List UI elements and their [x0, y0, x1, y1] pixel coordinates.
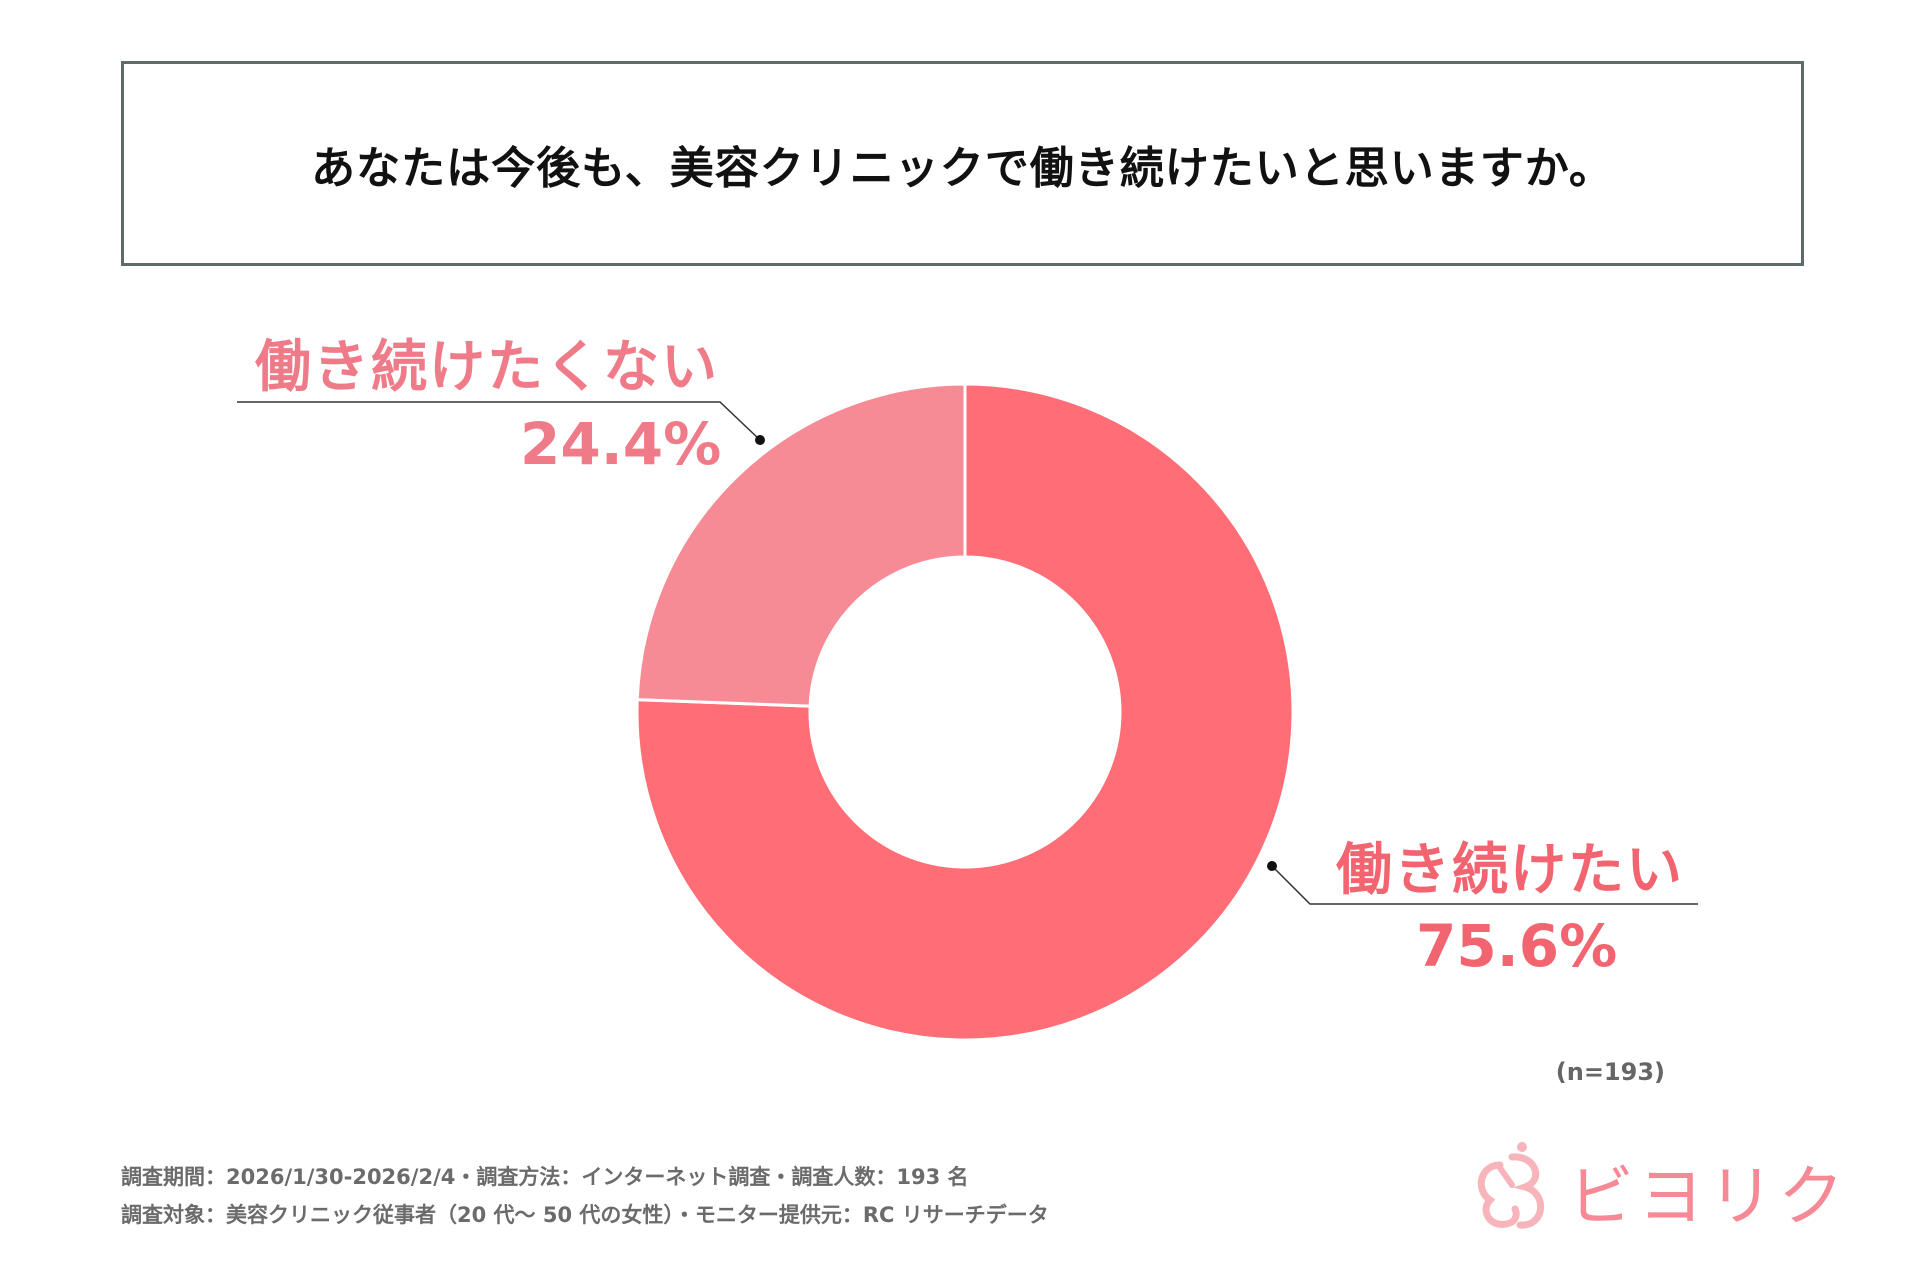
leader-line-continue-dot [1267, 861, 1277, 871]
leader-line-not-continue [237, 401, 761, 441]
survey-footer: 調査期間：2026/1/30-2026/2/4・調査方法：インターネット調査・調… [121, 1158, 1049, 1234]
donut-slice-1 [635, 382, 967, 708]
slice-label-continue: 働き続けたい [1336, 838, 1684, 903]
leader-line-not-continue-dot [755, 435, 765, 445]
logo-text: ビヨリク [1568, 1158, 1848, 1235]
slice-value-not-continue: 24.4% [520, 410, 722, 478]
leader-line-continue [1271, 865, 1698, 905]
footer-line-1: 調査期間：2026/1/30-2026/2/4・調査方法：インターネット調査・調… [121, 1165, 969, 1189]
slice-value-continue: 75.6% [1416, 912, 1618, 980]
title-box: あなたは今後も、美容クリニックで働き続けたいと思いますか。 [121, 61, 1804, 266]
sample-size: (n=193) [1555, 1058, 1665, 1086]
logo-mark-icon [1477, 1142, 1544, 1229]
footer-line-2: 調査対象：美容クリニック従事者（20 代～ 50 代の女性）・モニター提供元：R… [121, 1203, 1049, 1227]
donut-slice-0 [635, 382, 1295, 1042]
chart-title: あなたは今後も、美容クリニックで働き続けたいと思いますか。 [311, 142, 1614, 194]
brand-logo: ビヨリク [1460, 1135, 1844, 1235]
slice-label-not-continue: 働き続けたくない [255, 335, 719, 400]
